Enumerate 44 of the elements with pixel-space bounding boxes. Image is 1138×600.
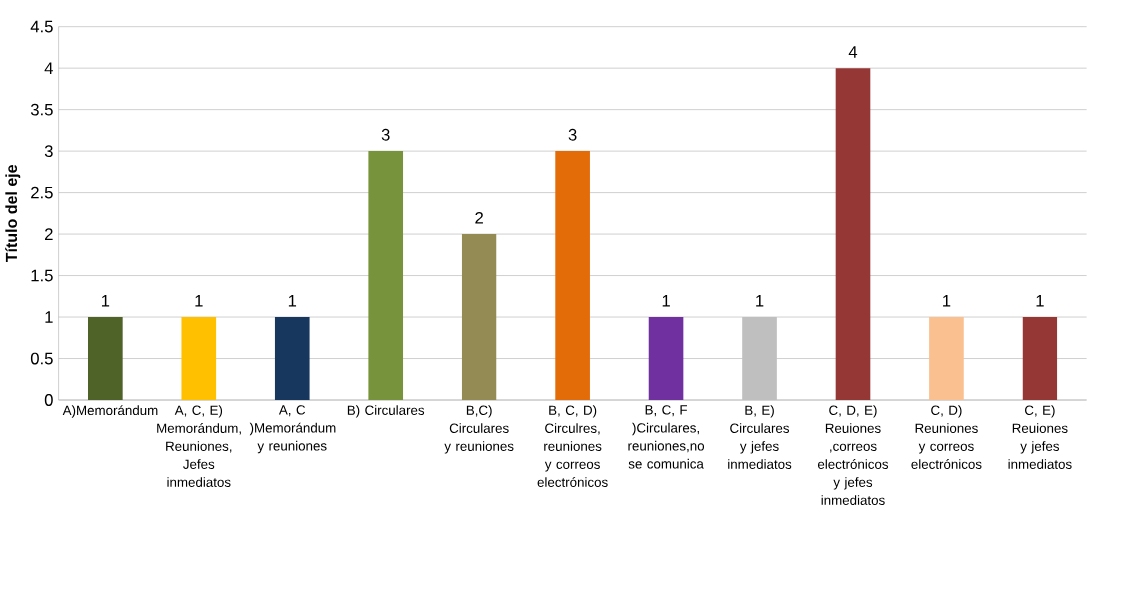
- bar: [88, 317, 123, 400]
- bar: [1022, 317, 1058, 400]
- data-label: 3: [381, 128, 390, 141]
- bar: [181, 317, 217, 400]
- x-tick-label: A, C )Memorándum y reuniones: [249, 405, 336, 454]
- x-tick-label: B,C) Circulares y reuniones: [444, 405, 514, 454]
- bar: [742, 317, 777, 400]
- bar: [274, 317, 310, 400]
- bar: [648, 317, 684, 400]
- y-axis-title: Título del eje: [5, 164, 21, 263]
- y-tick-label: 4.5: [30, 20, 53, 33]
- data-label: 1: [195, 295, 203, 307]
- y-tick-label: 1.5: [31, 269, 53, 282]
- x-tick-label: B, E) Circulares y jefes inmediatos: [728, 405, 792, 469]
- data-label: 4: [848, 46, 858, 58]
- x-tick-label: B, C, F )Circulares,reuniones,no se comunica: [628, 405, 705, 469]
- y-tick-label: 3.5: [30, 103, 53, 116]
- y-tick-label: 2: [45, 228, 53, 240]
- x-tick-label: C, D) Reuniones y correos electrónicos: [911, 405, 982, 469]
- bar: [368, 151, 404, 400]
- data-label: 1: [288, 295, 297, 307]
- x-tick-label: C, E) Reuiones y jefes inmediatos: [1008, 405, 1072, 469]
- y-tick-label: 1: [45, 311, 53, 323]
- data-label: 1: [943, 295, 951, 307]
- data-label: 1: [756, 295, 764, 307]
- x-tick-label: B) Circulares: [347, 405, 425, 418]
- bar: [835, 68, 871, 400]
- bar: [461, 234, 497, 400]
- data-label: 1: [101, 295, 110, 307]
- data-label: 1: [1036, 295, 1044, 307]
- y-tick-label: 0.5: [30, 352, 53, 365]
- x-tick-label: A, C, E) Memorándum, Reuniones,Jefes inmediatos: [157, 405, 241, 487]
- data-label: 3: [568, 128, 577, 141]
- bar: [555, 151, 590, 400]
- x-tick-label: C, D, E) Reuiones ,correos electrónicos y jefes inmediatos: [817, 405, 889, 505]
- y-tick-label: 2.5: [31, 186, 53, 199]
- x-tick-label: A)Memorándum: [62, 405, 158, 418]
- data-label: 1: [662, 295, 670, 307]
- y-tick-label: 3: [44, 145, 53, 158]
- y-tick-label: 4: [44, 62, 53, 74]
- y-tick-label: 0: [44, 394, 53, 406]
- data-label: 2: [475, 211, 483, 224]
- x-tick-label: B, C, D) Circulres, reuniones y correos electrónicos: [537, 405, 608, 487]
- bar: [929, 317, 964, 400]
